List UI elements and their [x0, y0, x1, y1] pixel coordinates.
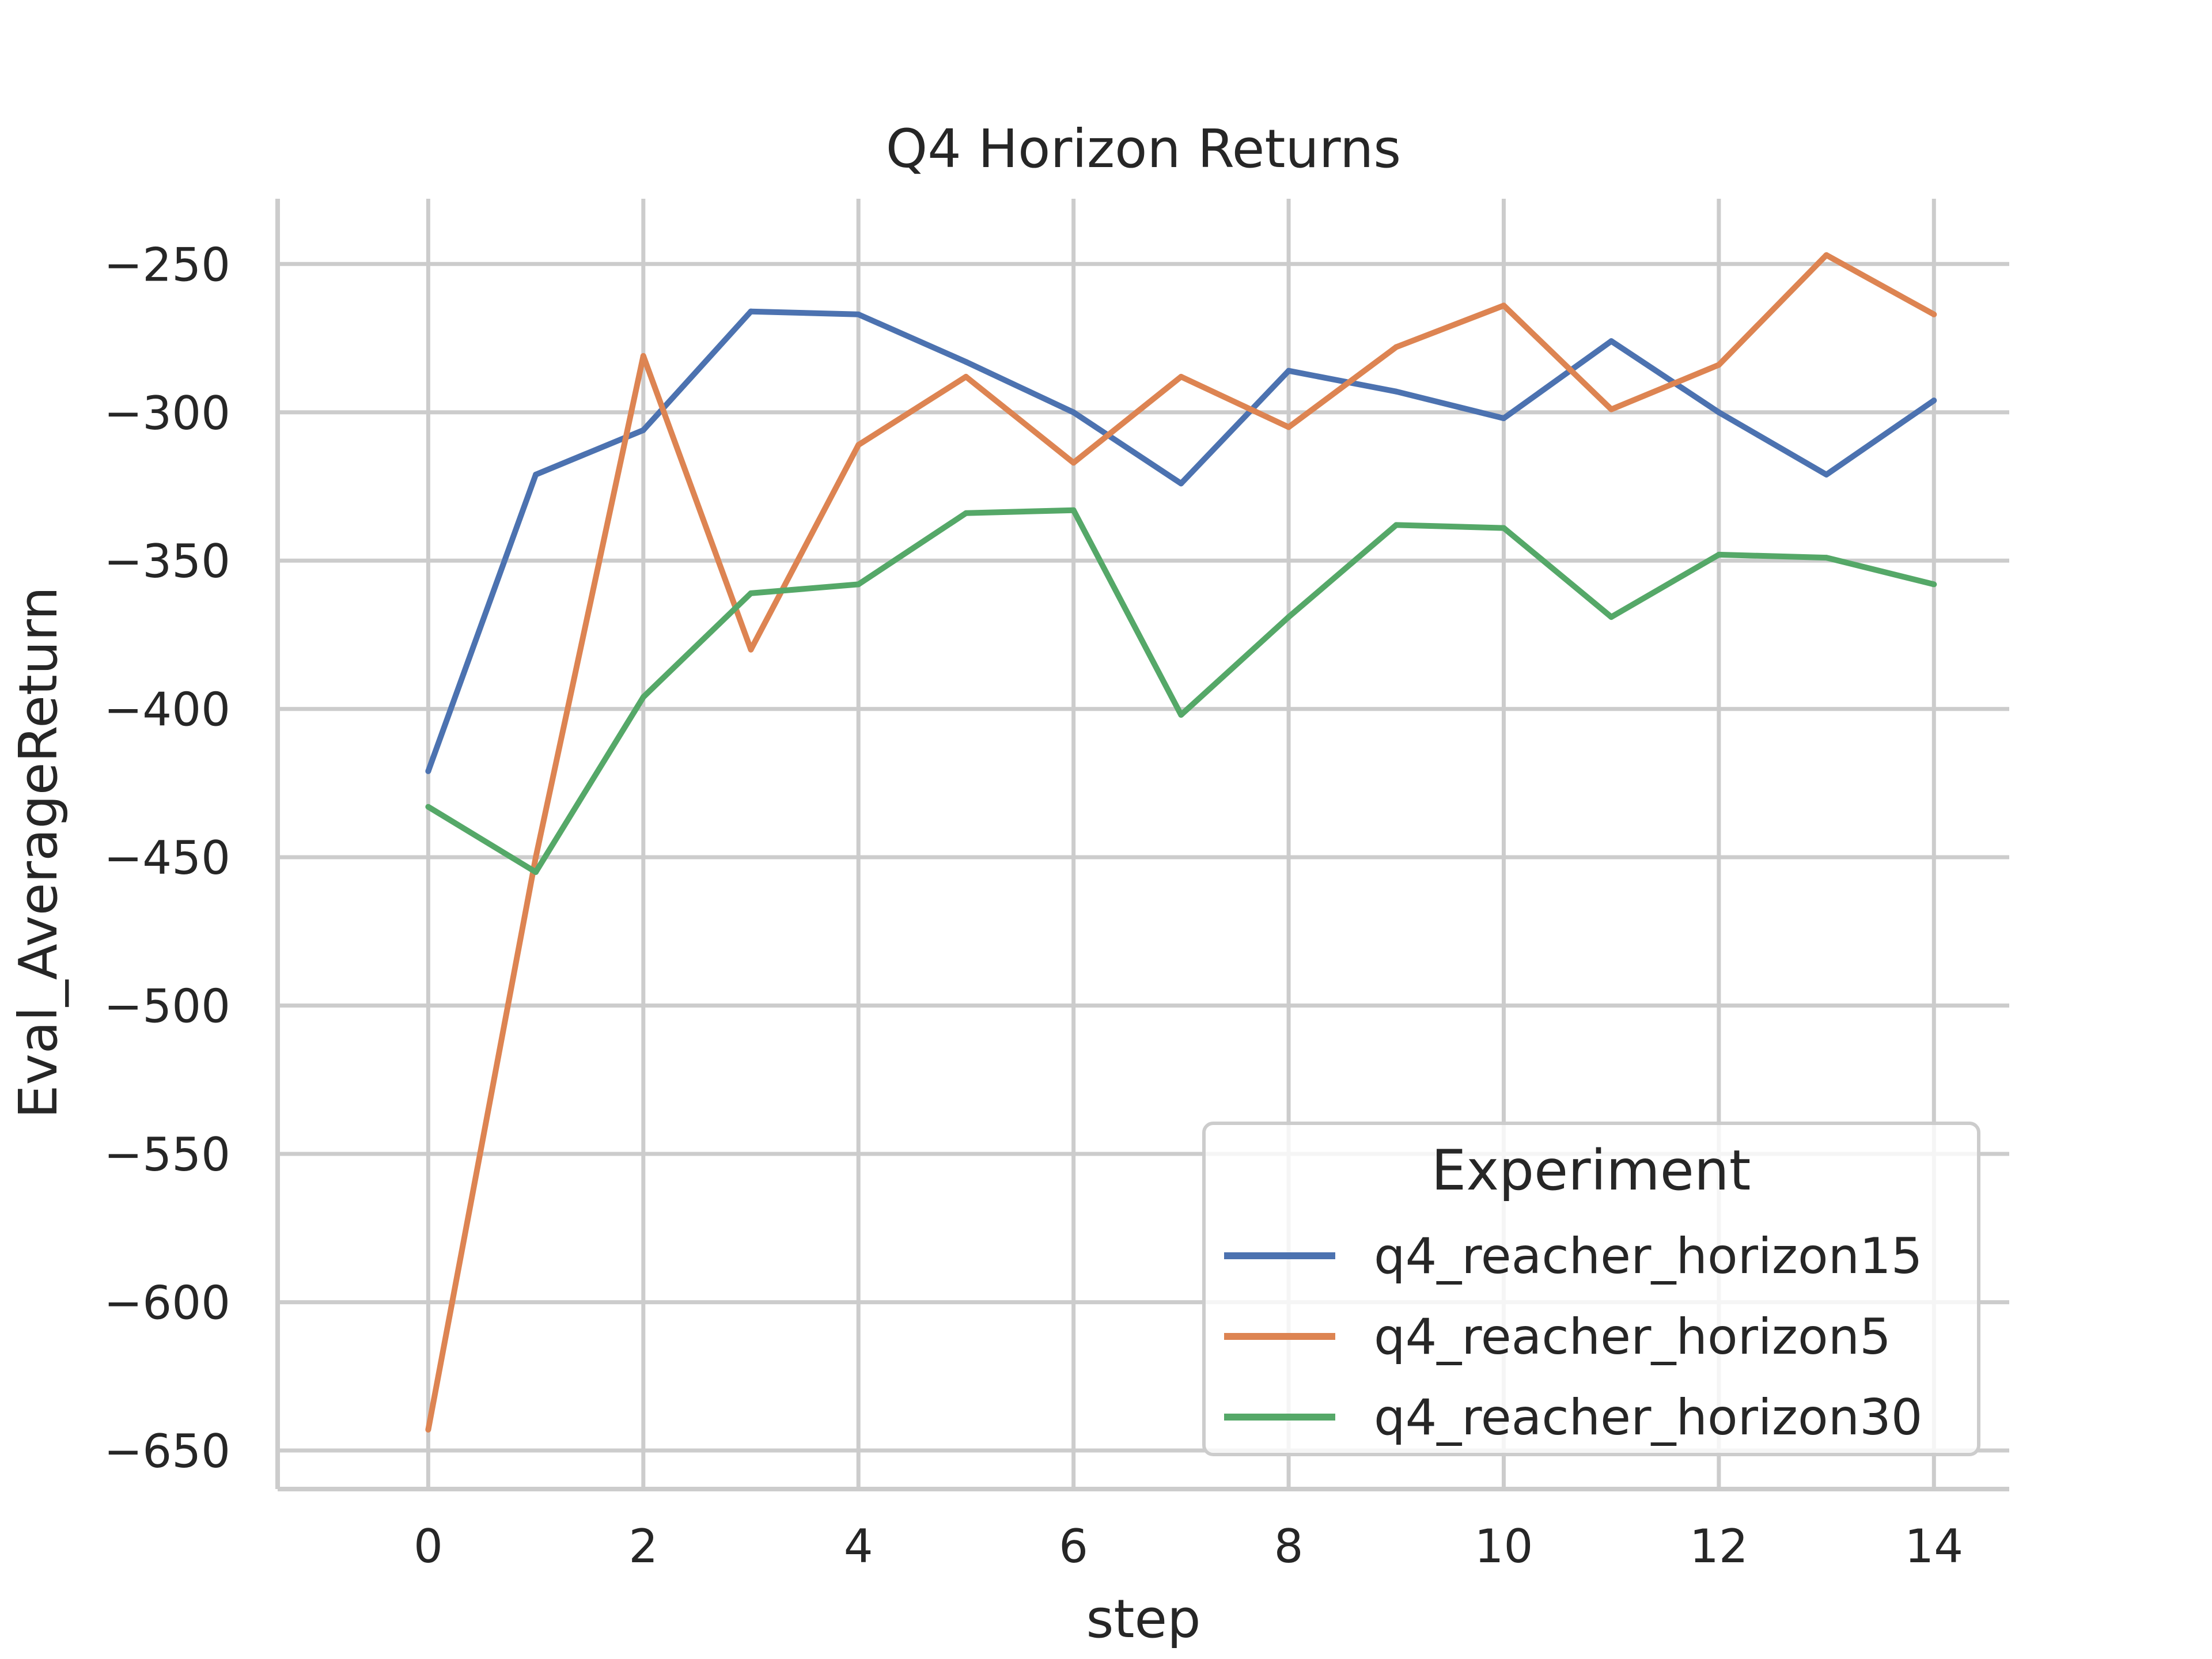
data-point-1-12	[1715, 362, 1722, 368]
data-point-2-13	[1823, 555, 1830, 561]
data-point-0-9	[1393, 388, 1399, 395]
data-point-0-11	[1608, 338, 1615, 344]
data-point-1-0	[425, 1427, 431, 1433]
chart-title: Q4 Horizon Returns	[886, 118, 1401, 180]
y-tick-label-4: −450	[104, 831, 230, 885]
x-tick-labels: 0 2 4 6 8 10 12 14	[414, 1520, 1963, 1573]
series-2	[425, 507, 1937, 875]
x-tick-label-2: 4	[844, 1520, 873, 1573]
data-point-1-8	[1286, 424, 1292, 430]
data-point-0-14	[1931, 397, 1937, 404]
y-tick-label-3: −400	[104, 683, 230, 737]
data-point-0-4	[855, 311, 862, 317]
data-point-1-4	[855, 442, 862, 448]
x-tick-label-5: 10	[1475, 1520, 1533, 1573]
data-point-2-0	[425, 804, 431, 810]
data-point-1-7	[1178, 373, 1184, 380]
y-tick-label-5: −500	[104, 980, 230, 1033]
data-point-2-2	[640, 694, 646, 700]
data-point-2-12	[1715, 551, 1722, 558]
data-point-2-10	[1501, 525, 1507, 531]
axis-spines	[275, 199, 2009, 1491]
data-point-0-12	[1715, 409, 1722, 415]
y-tick-label-7: −600	[104, 1277, 230, 1330]
data-point-0-3	[748, 308, 754, 315]
data-point-2-5	[963, 510, 969, 516]
data-point-2-9	[1393, 522, 1399, 528]
data-point-1-13	[1823, 252, 1830, 258]
data-point-0-2	[640, 427, 646, 433]
data-point-0-1	[533, 471, 539, 478]
x-tick-label-4: 8	[1274, 1520, 1304, 1573]
x-tick-label-6: 12	[1690, 1520, 1748, 1573]
data-point-2-8	[1286, 614, 1292, 620]
x-tick-label-0: 0	[414, 1520, 443, 1573]
legend-label-1: q4_reacher_horizon5	[1374, 1308, 1891, 1366]
series-0	[425, 308, 1937, 774]
y-tick-label-8: −650	[104, 1425, 230, 1478]
y-tick-label-0: −250	[104, 238, 230, 291]
y-tick-label-6: −550	[104, 1128, 230, 1181]
data-point-2-4	[855, 581, 862, 588]
data-point-2-11	[1608, 614, 1615, 620]
data-point-0-5	[963, 359, 969, 365]
data-point-2-1	[533, 869, 539, 875]
x-axis-label: step	[1086, 1588, 1200, 1650]
data-point-0-0	[425, 768, 431, 774]
x-tick-label-1: 2	[628, 1520, 658, 1573]
legend-title: Experiment	[1431, 1138, 1751, 1203]
data-point-0-7	[1178, 480, 1184, 487]
y-axis-label: Eval_AverageReturn	[7, 586, 69, 1119]
data-point-0-13	[1823, 471, 1830, 478]
data-point-1-11	[1608, 406, 1615, 412]
legend-label-0: q4_reacher_horizon15	[1374, 1228, 1923, 1285]
x-tick-label-7: 14	[1904, 1520, 1963, 1573]
series-1	[425, 252, 1937, 1433]
legend-label-2: q4_reacher_horizon30	[1374, 1389, 1923, 1446]
data-point-2-14	[1931, 581, 1937, 588]
legend-items: q4_reacher_horizon15 q4_reacher_horizon5q…	[1224, 1228, 1923, 1446]
legend-box	[1202, 1122, 1980, 1456]
data-point-1-9	[1393, 344, 1399, 350]
data-point-1-14	[1931, 311, 1937, 317]
legend: Experiment q4_reacher_horizon15q4_reache…	[1202, 1122, 1980, 1456]
data-point-1-6	[1070, 460, 1077, 466]
data-point-2-3	[748, 590, 754, 596]
data-point-0-8	[1286, 368, 1292, 374]
data-point-2-6	[1070, 507, 1077, 513]
data-point-1-10	[1501, 302, 1507, 309]
y-tick-label-2: −350	[104, 535, 230, 588]
data-point-1-2	[640, 353, 646, 359]
data-point-0-6	[1070, 409, 1077, 415]
series-lines	[425, 252, 1937, 1433]
y-tick-labels: −250 −300 −350 −400 −450 −500 −550 −600 −650	[104, 238, 230, 1478]
data-point-0-10	[1501, 415, 1507, 422]
y-tick-label-1: −300	[104, 387, 230, 440]
data-point-1-1	[533, 854, 539, 861]
x-tick-label-3: 6	[1059, 1520, 1088, 1573]
data-point-2-7	[1178, 712, 1184, 718]
data-point-1-3	[748, 646, 754, 653]
data-point-1-5	[963, 373, 969, 380]
